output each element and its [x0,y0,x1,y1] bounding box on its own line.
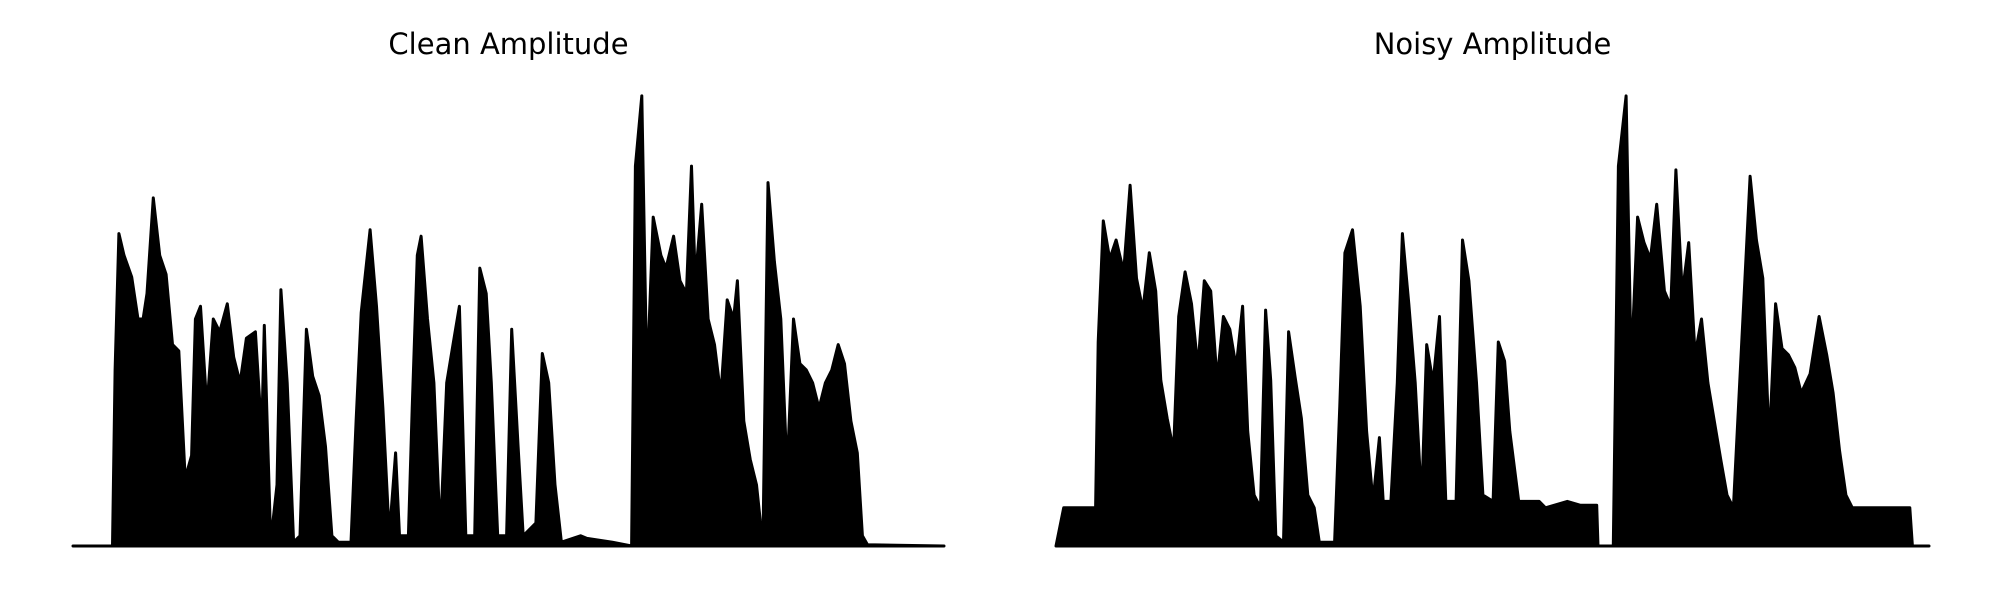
chart-title: Noisy Amplitude [1374,27,1612,61]
amplitude-area [1054,94,1931,548]
amplitude-area [71,94,946,548]
chart-title: Clean Amplitude [388,27,628,61]
